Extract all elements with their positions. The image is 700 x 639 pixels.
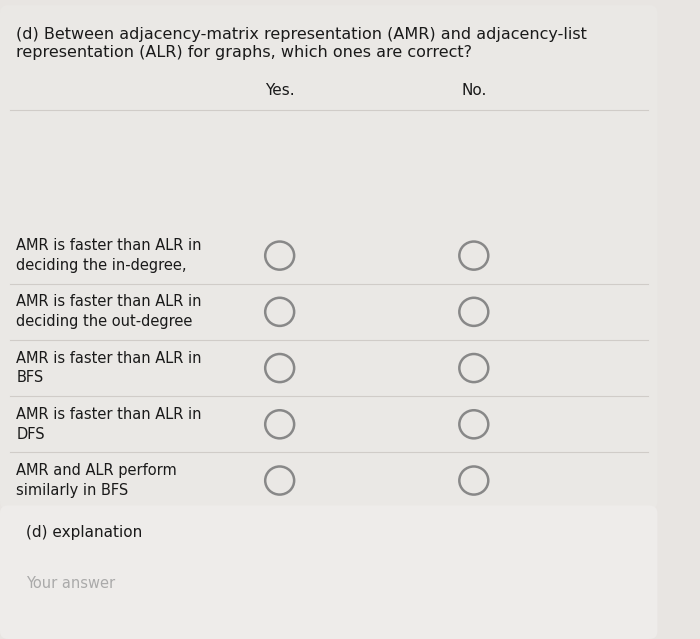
Text: Your answer: Your answer	[27, 576, 116, 591]
Text: Yes.: Yes.	[265, 83, 295, 98]
FancyBboxPatch shape	[0, 5, 657, 509]
Text: AMR is faster than ALR in
DFS: AMR is faster than ALR in DFS	[17, 407, 202, 442]
Text: No.: No.	[461, 83, 486, 98]
Text: (d) Between adjacency-matrix representation (AMR) and adjacency-list: (d) Between adjacency-matrix representat…	[17, 27, 587, 42]
Text: (d) explanation: (d) explanation	[27, 525, 143, 540]
Text: AMR is faster than ALR in
deciding the out-degree: AMR is faster than ALR in deciding the o…	[17, 295, 202, 329]
Text: AMR is faster than ALR in
BFS: AMR is faster than ALR in BFS	[17, 351, 202, 385]
FancyBboxPatch shape	[0, 505, 657, 639]
Text: AMR is faster than ALR in
deciding the in-degree,: AMR is faster than ALR in deciding the i…	[17, 238, 202, 273]
Text: AMR and ALR perform
similarly in BFS: AMR and ALR perform similarly in BFS	[17, 463, 177, 498]
Text: representation (ALR) for graphs, which ones are correct?: representation (ALR) for graphs, which o…	[17, 45, 472, 59]
